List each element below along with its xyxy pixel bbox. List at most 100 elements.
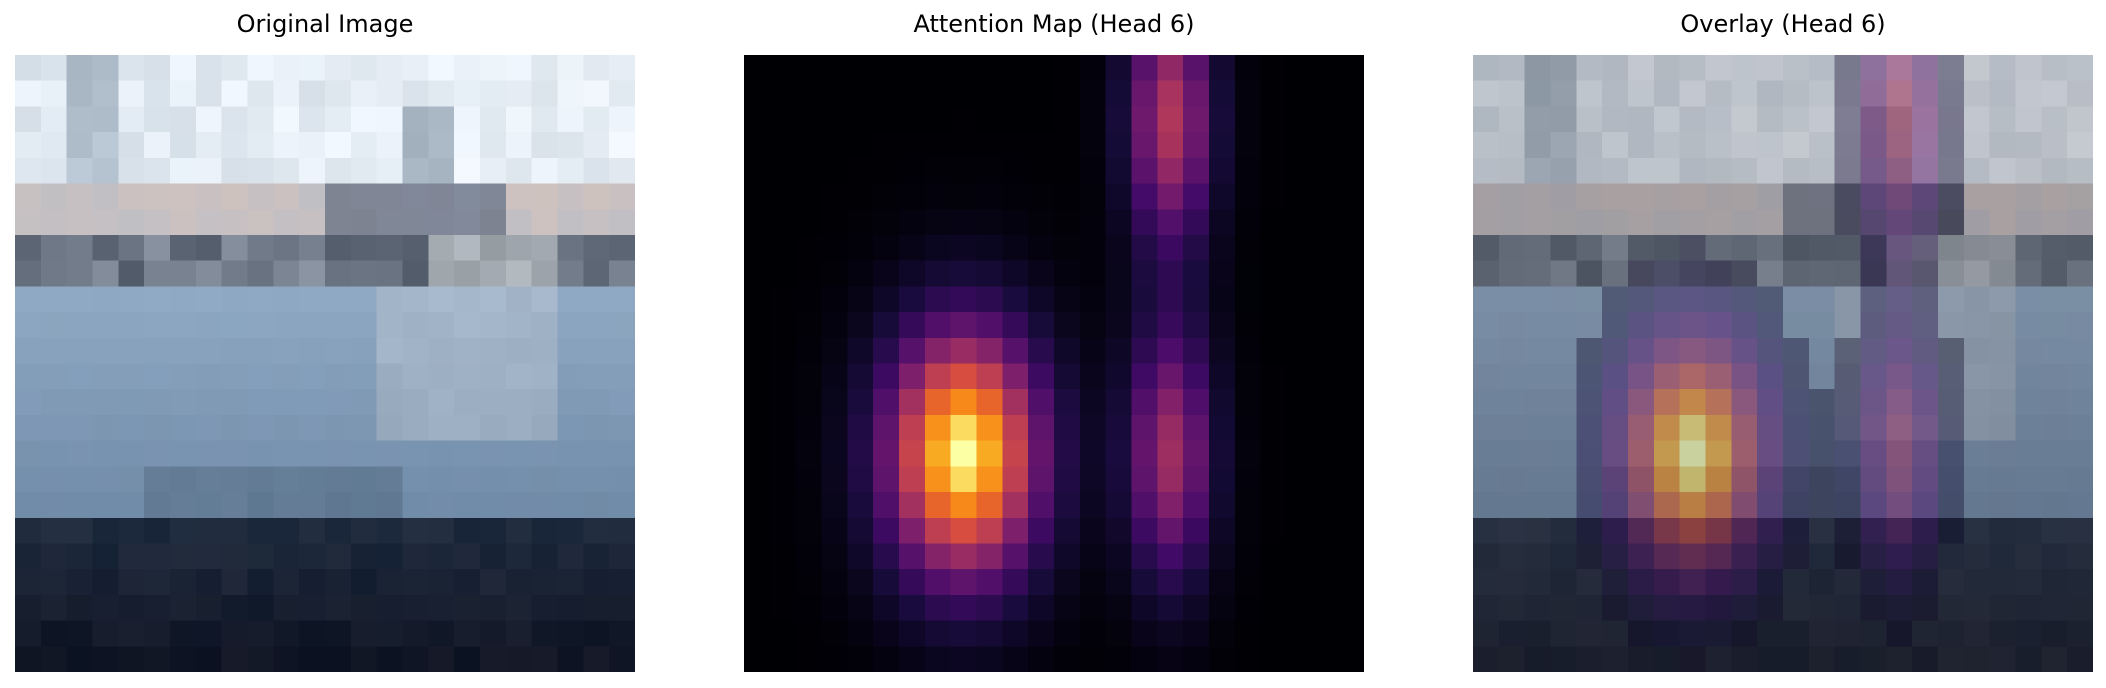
- overlay-cell: [1705, 80, 1732, 107]
- heatmap-cell: [1079, 260, 1107, 287]
- overlay-cell: [1912, 260, 1939, 287]
- overlay-cell: [2041, 260, 2068, 287]
- overlay-cell: [1628, 337, 1655, 365]
- overlay-cell: [2015, 440, 2042, 467]
- heatmap-cell: [899, 286, 926, 313]
- photo-cell: [428, 260, 455, 287]
- photo-cell: [221, 543, 249, 570]
- overlay-cell: [1963, 363, 1991, 390]
- overlay-cell: [1550, 132, 1577, 159]
- photo-cell: [609, 106, 635, 133]
- overlay-cell: [1886, 646, 1913, 672]
- heatmap-cell: [1002, 440, 1029, 467]
- overlay-cell: [1705, 569, 1732, 596]
- overlay-cell: [1524, 466, 1552, 493]
- heatmap-cell: [1183, 414, 1210, 442]
- heatmap-cell: [899, 363, 926, 390]
- photo-cell: [376, 209, 404, 236]
- overlay-cell: [1912, 286, 1939, 313]
- heatmap-cell: [976, 594, 1003, 622]
- photo-cell: [480, 569, 507, 596]
- heatmap-cell: [1260, 234, 1288, 262]
- photo-cell: [40, 492, 68, 519]
- photo-cell: [531, 466, 559, 493]
- photo-cell: [66, 492, 94, 519]
- heatmap-cell: [1002, 157, 1029, 185]
- overlay-cell: [1731, 389, 1758, 416]
- heatmap-cell: [1260, 183, 1288, 210]
- photo-cell: [350, 569, 378, 596]
- overlay-cell: [1808, 389, 1836, 416]
- overlay-cell: [1938, 543, 1965, 570]
- heatmap-cell: [1234, 260, 1262, 287]
- photo-cell: [247, 55, 274, 82]
- photo-cell: [92, 466, 119, 493]
- heatmap-cell: [1079, 389, 1107, 416]
- photo-cell: [15, 517, 42, 544]
- heatmap-cell: [950, 260, 978, 287]
- overlay-cell: [2041, 106, 2068, 133]
- heatmap-cell: [1260, 157, 1288, 185]
- heatmap-cell: [1260, 594, 1288, 622]
- overlay-cell: [1602, 414, 1629, 442]
- overlay-cell: [2015, 312, 2042, 339]
- overlay-cell: [1576, 132, 1603, 159]
- photo-cell: [583, 132, 610, 159]
- photo-cell: [118, 55, 145, 82]
- heatmap-cell: [924, 183, 952, 210]
- heatmap-cell: [1286, 594, 1313, 622]
- heatmap-cell: [1286, 337, 1313, 365]
- photo-cell: [118, 132, 145, 159]
- heatmap-cell: [1028, 132, 1055, 159]
- photo-cell: [195, 569, 223, 596]
- overlay-cell: [1783, 363, 1810, 390]
- heatmap-cell: [1105, 234, 1133, 262]
- heatmap-cell: [1131, 106, 1158, 133]
- photo-cell: [454, 337, 481, 365]
- heatmap-cell: [873, 183, 900, 210]
- photo-cell: [66, 286, 94, 313]
- photo-cell: [609, 440, 635, 467]
- photo-cell: [505, 80, 533, 107]
- heatmap-cell: [873, 337, 900, 365]
- overlay-cell: [1808, 466, 1836, 493]
- photo-cell: [66, 312, 94, 339]
- overlay-cell: [1705, 234, 1732, 262]
- photo-cell: [531, 389, 559, 416]
- photo-cell: [221, 646, 249, 672]
- heatmap-cell: [821, 363, 848, 390]
- heatmap-cell: [1338, 286, 1364, 313]
- overlay-cell: [2041, 157, 2068, 185]
- heatmap-cell: [1260, 389, 1288, 416]
- photo-cell: [325, 260, 352, 287]
- photo-cell: [118, 543, 145, 570]
- photo-cell: [480, 183, 507, 210]
- heatmap-cell: [924, 55, 952, 82]
- photo-cell: [40, 646, 68, 672]
- overlay-cell: [1576, 363, 1603, 390]
- heatmap-cell: [847, 389, 874, 416]
- photo-cell: [402, 440, 429, 467]
- heatmap-cell: [821, 234, 848, 262]
- heatmap-cell: [1028, 260, 1055, 287]
- photo-cell: [40, 543, 68, 570]
- photo-cell: [454, 286, 481, 313]
- overlay-cell: [1653, 363, 1681, 390]
- photo-cell: [428, 183, 455, 210]
- heatmap-cell: [1079, 234, 1107, 262]
- heatmap-cell: [1338, 234, 1364, 262]
- heatmap-cell: [1234, 492, 1262, 519]
- photo-cell: [350, 106, 378, 133]
- overlay-cell: [1731, 337, 1758, 365]
- heatmap-cell: [847, 620, 874, 647]
- overlay-cell: [2067, 260, 2093, 287]
- heatmap-cell: [744, 620, 771, 647]
- overlay-cell: [1524, 209, 1552, 236]
- heatmap-cell: [847, 337, 874, 365]
- heatmap-cell: [1105, 466, 1133, 493]
- heatmap-cell: [1183, 286, 1210, 313]
- heatmap-cell: [1079, 80, 1107, 107]
- overlay-cell: [2067, 389, 2093, 416]
- photo-cell: [92, 337, 119, 365]
- heatmap-cell: [976, 183, 1003, 210]
